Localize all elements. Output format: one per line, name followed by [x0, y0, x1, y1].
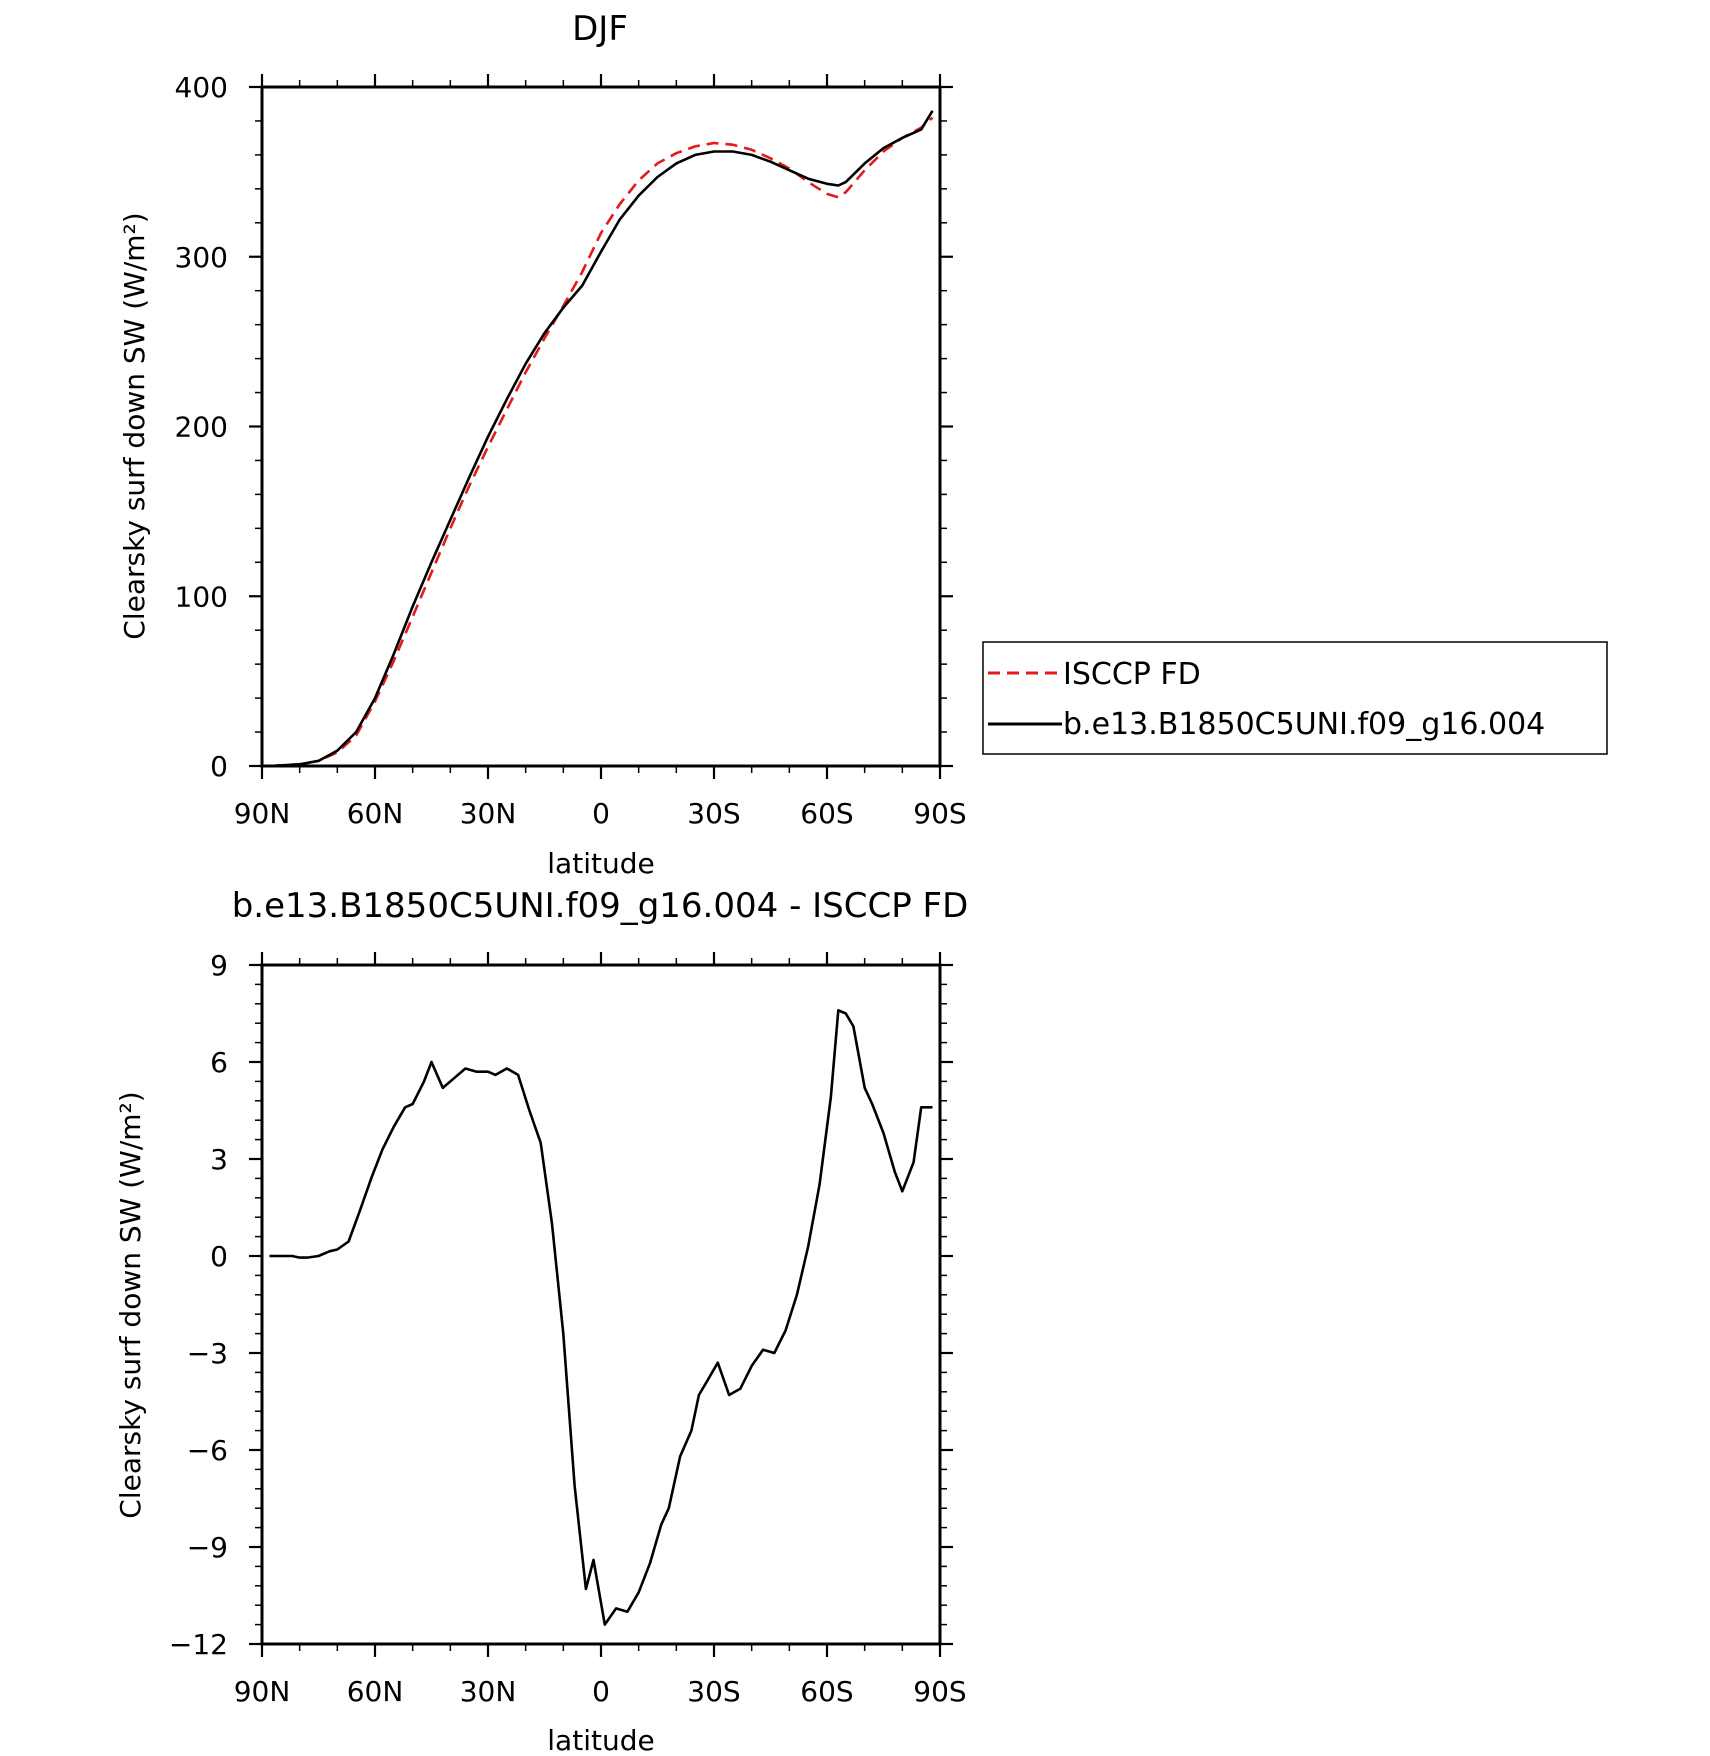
bottom-chart-plot-frame — [260, 963, 942, 1646]
bottom-chart-y-axis-title: Clearsky surf down SW (W/m²) — [114, 1091, 147, 1518]
top-chart-x-axis-title: latitude — [547, 847, 654, 880]
top-chart-x-tick-label: 90N — [234, 797, 291, 830]
top-chart-x-tick-label: 0 — [592, 797, 610, 830]
top-chart-y-tick-label: 100 — [175, 580, 228, 613]
top-chart-x-tick-label: 60N — [347, 797, 404, 830]
bottom-chart-series-group — [269, 1008, 933, 1626]
bottom-chart-y-tick-label: −3 — [187, 1337, 228, 1370]
top-chart-series-line-b-e13-b1850c5uni-f09-g16-004 — [269, 110, 934, 768]
bottom-chart-x-axis-title: latitude — [547, 1724, 654, 1756]
bottom-chart-x-tick-label: 30S — [687, 1675, 740, 1708]
top-chart-x-tick-label: 30S — [687, 797, 740, 830]
bottom-chart-y-tick-label: 9 — [210, 949, 228, 982]
top-chart-y-tick-label: 400 — [175, 71, 228, 104]
bottom-chart-x-tick-label: 60S — [800, 1675, 853, 1708]
bottom-chart-x-tick-label: 0 — [592, 1675, 610, 1708]
top-chart-x-tick-label: 90S — [913, 797, 966, 830]
top-chart-x-tick-label: 30N — [460, 797, 517, 830]
bottom-chart-x-tick-label: 60N — [347, 1675, 404, 1708]
bottom-chart-series-line-0 — [269, 1008, 933, 1626]
bottom-chart-x-tick-label: 90N — [234, 1675, 291, 1708]
legend-label-model: b.e13.B1850C5UNI.f09_g16.004 — [1063, 707, 1545, 742]
top-chart-y-tick-label: 200 — [175, 411, 228, 444]
bottom-chart-x-tick-label: 90S — [913, 1675, 966, 1708]
bottom-chart-y-tick-label: 0 — [210, 1240, 228, 1273]
top-chart-tick-marks — [249, 74, 953, 779]
bottom-chart-tick-labels: 90N 60N 30N 0 30S 60S 90S 9 6 3 0 −3 −6 −9 −12 — [169, 949, 967, 1708]
bottom-chart-y-tick-label: −12 — [169, 1628, 228, 1661]
bottom-chart-y-tick-label: 6 — [210, 1046, 228, 1079]
bottom-chart-y-tick-label: −6 — [187, 1434, 228, 1467]
bottom-chart-x-tick-label: 30N — [460, 1675, 517, 1708]
top-chart-series-group — [269, 110, 934, 768]
top-chart-x-tick-label: 60S — [800, 797, 853, 830]
top-chart-series-line-isccp-fd — [269, 116, 934, 768]
top-chart-y-tick-label: 300 — [175, 241, 228, 274]
top-chart-tick-labels: 90N 60N 30N 0 30S 60S 90S 0 100 200 300 400 — [175, 71, 967, 830]
top-chart-plot-frame — [260, 85, 942, 768]
top-chart-y-axis-title: Clearsky surf down SW (W/m²) — [118, 212, 151, 639]
bottom-chart-y-tick-label: −9 — [187, 1531, 228, 1564]
legend: ISCCP FD b.e13.B1850C5UNI.f09_g16.004 — [982, 641, 1608, 755]
bottom-chart-tick-marks — [249, 952, 953, 1657]
bottom-chart: b.e13.B1850C5UNI.f09_g16.004 - ISCCP FD … — [114, 886, 968, 1756]
bottom-chart-title: b.e13.B1850C5UNI.f09_g16.004 - ISCCP FD — [232, 886, 969, 926]
top-chart-title: DJF — [572, 9, 628, 49]
bottom-chart-y-tick-label: 3 — [210, 1143, 228, 1176]
top-chart: DJF 90N 60N 30N 0 30S 60S 90S 0 100 200 300 400 lat… — [118, 9, 967, 880]
legend-label-isccp-fd: ISCCP FD — [1063, 657, 1201, 692]
top-chart-y-tick-label: 0 — [210, 750, 228, 783]
legend-box — [982, 641, 1608, 755]
